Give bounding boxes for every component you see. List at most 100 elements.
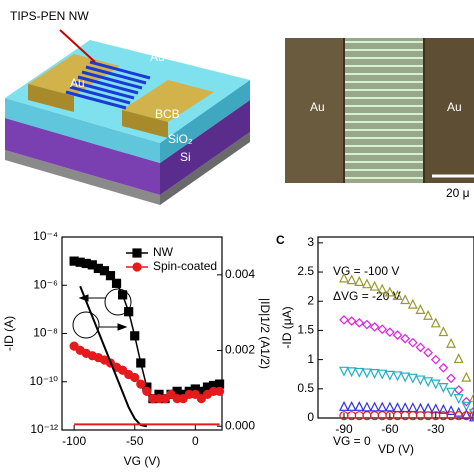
marker: [423, 402, 434, 413]
marker: [178, 394, 188, 404]
marker: [400, 333, 411, 344]
marker: [415, 304, 426, 314]
legend-label: NW: [153, 245, 174, 259]
transfer-chart: -100 -50 0 10⁻¹² 10⁻¹⁰ 10⁻⁸ 10⁻⁶ 10⁻⁴ 0.000 0.002…: [2, 229, 272, 468]
x-tick-label: -50: [126, 434, 144, 448]
marker: [461, 409, 472, 420]
marker: [362, 319, 372, 330]
y-axis-label: -ID (A): [2, 316, 16, 351]
marker: [132, 248, 142, 258]
layer-label: SiO₂: [168, 132, 193, 146]
marker: [118, 365, 128, 375]
marker: [354, 276, 365, 286]
marker: [423, 347, 433, 358]
marker: [446, 337, 457, 348]
bcb-layer: [5, 98, 160, 163]
x-tick-label: -30: [427, 422, 445, 436]
sio2-layer: [5, 118, 160, 195]
nanowires: [65, 60, 151, 110]
marker: [69, 341, 79, 351]
marker: [469, 411, 474, 422]
x-tick-label: -60: [381, 422, 399, 436]
marker: [407, 337, 418, 348]
plot-frame: [317, 236, 474, 419]
nanowire-stripes: [345, 41, 423, 179]
marker: [438, 383, 449, 393]
series-line: [73, 260, 220, 400]
marker: [346, 400, 357, 411]
marker: [136, 358, 146, 368]
y-tick-label: 10⁻⁸: [33, 326, 58, 340]
marker: [339, 366, 349, 377]
electrode-label: Au: [310, 100, 325, 114]
marker: [339, 315, 349, 325]
annotation: VG = 0: [333, 434, 371, 448]
y-tick-label: 10⁻¹⁰: [30, 374, 59, 388]
marker: [361, 401, 372, 412]
marker: [369, 369, 380, 379]
marker: [438, 326, 449, 337]
marker: [361, 368, 372, 379]
x-tick-label: -100: [62, 434, 86, 448]
au-region: [285, 38, 343, 183]
marker: [461, 401, 472, 412]
marker: [369, 280, 380, 291]
marker: [469, 408, 474, 419]
marker: [392, 402, 403, 413]
marker: [407, 402, 418, 413]
marker: [469, 411, 474, 421]
marker: [361, 278, 372, 289]
marker: [392, 290, 403, 300]
legend-label: Spin-coated: [153, 259, 217, 273]
marker: [415, 342, 426, 353]
marker: [407, 373, 418, 384]
marker: [99, 266, 110, 276]
y-axis-label: -ID (μA): [280, 306, 294, 348]
marker: [142, 386, 152, 396]
marker: [430, 317, 441, 328]
marker: [430, 354, 441, 365]
si-layer-side: [160, 132, 250, 205]
device-schematic: TIPS-PEN NW Au Au BCB SiO₂ Si: [5, 9, 250, 205]
marker: [130, 331, 140, 341]
y2-axis-label: |ID|1/2 (A1/2): [258, 298, 272, 369]
marker: [446, 373, 456, 384]
marker: [392, 371, 403, 382]
marker: [400, 372, 411, 383]
au-pad-side: [28, 84, 74, 112]
marker: [377, 324, 388, 335]
x-axis-label: VD (V): [378, 442, 414, 456]
micrograph: Au Au 20 μ: [285, 38, 474, 200]
marker: [346, 367, 357, 378]
y-tick-label: 0: [307, 410, 314, 424]
y-tick-label: 1: [307, 352, 314, 366]
au-pad-side: [122, 110, 168, 138]
marker: [453, 385, 464, 395]
marker: [354, 367, 365, 378]
marker: [354, 400, 365, 411]
marker: [400, 402, 411, 413]
marker: [190, 389, 200, 399]
marker: [453, 353, 464, 364]
marker: [446, 405, 457, 416]
marker: [118, 290, 128, 300]
marker: [346, 316, 357, 326]
marker: [377, 283, 388, 294]
series-line: [79, 285, 148, 428]
x-tick-label: 0: [192, 434, 199, 448]
marker: [469, 392, 474, 403]
marker: [160, 394, 170, 404]
marker: [384, 286, 395, 297]
marker: [124, 307, 134, 317]
marker: [384, 401, 395, 412]
marker: [423, 377, 434, 388]
y-tick-label: 1.5: [297, 323, 314, 337]
panel-label: C: [276, 233, 285, 247]
marker: [384, 370, 395, 381]
marker: [339, 400, 349, 411]
y-tick-label: 3: [307, 235, 314, 249]
marker: [461, 396, 472, 407]
x-tick-label: -90: [335, 422, 353, 436]
marker: [130, 372, 140, 383]
